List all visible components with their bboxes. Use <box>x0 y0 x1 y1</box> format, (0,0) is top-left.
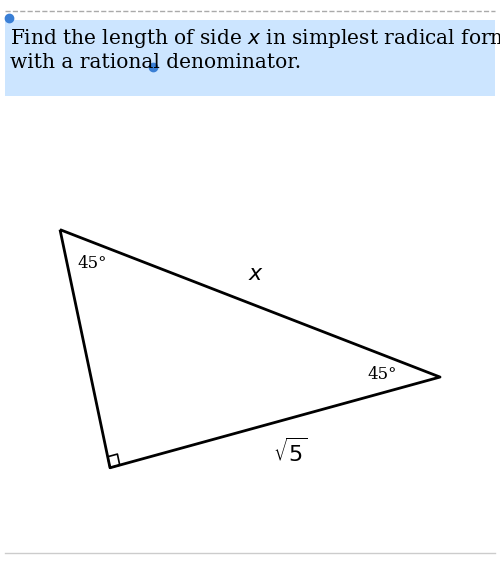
Text: with a rational denominator.: with a rational denominator. <box>10 53 301 72</box>
Text: 45°: 45° <box>78 255 107 272</box>
Text: $x$: $x$ <box>248 264 264 285</box>
FancyBboxPatch shape <box>5 20 495 96</box>
Text: 45°: 45° <box>368 366 397 383</box>
Text: $\sqrt{5}$: $\sqrt{5}$ <box>273 439 308 467</box>
Text: Find the length of side $x$ in simplest radical form: Find the length of side $x$ in simplest … <box>10 27 500 50</box>
